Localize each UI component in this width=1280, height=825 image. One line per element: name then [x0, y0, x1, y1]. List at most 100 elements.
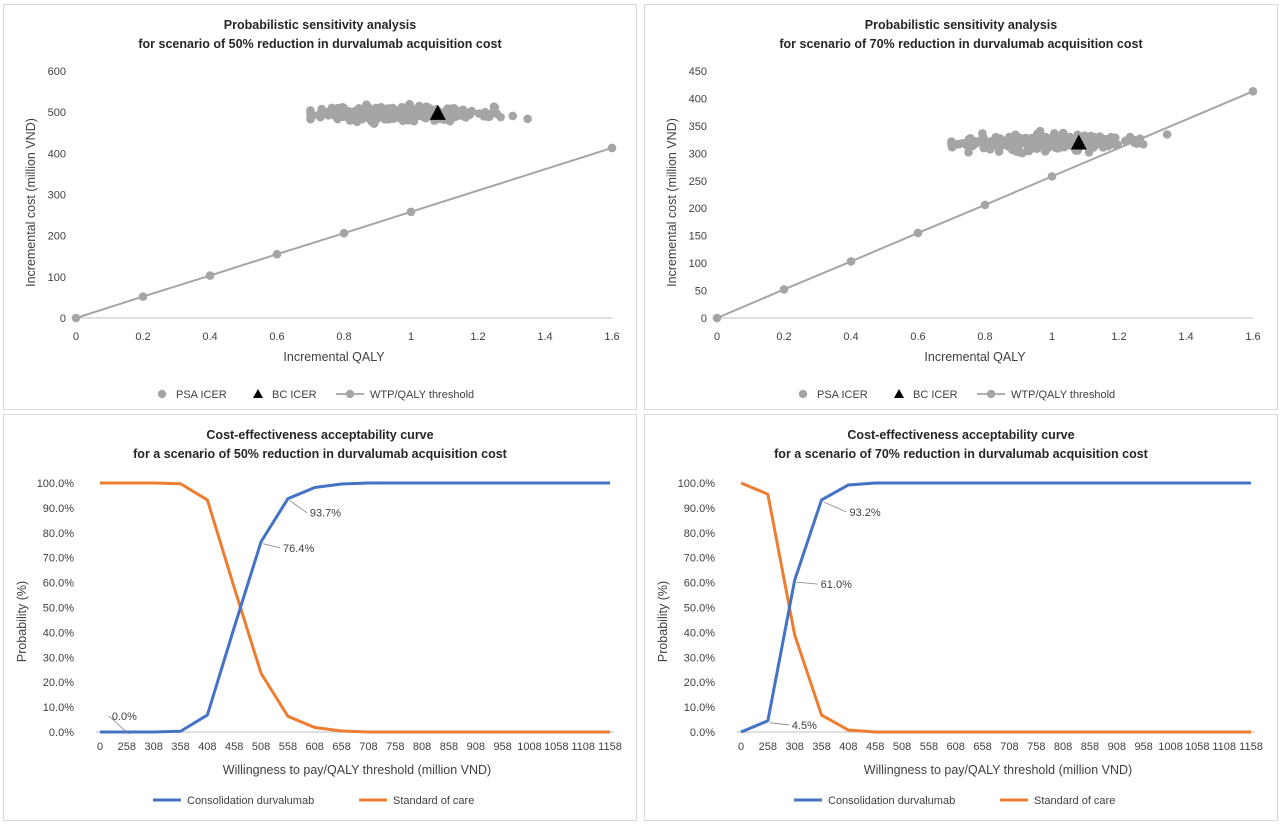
series-line: [100, 481, 610, 734]
x-tick-label: 1158: [598, 741, 622, 753]
wtp-threshold-point: [138, 292, 148, 301]
psa-icer-point: [947, 137, 956, 147]
legend-label: BC ICER: [272, 389, 317, 401]
psa-icer-point: [424, 108, 433, 118]
x-tick-label: 1.6: [1245, 331, 1260, 343]
y-tick-label: 80.0%: [684, 528, 715, 540]
x-tick-label: 0: [73, 331, 79, 343]
chart-title-line: Probabilistic sensitivity analysis: [865, 18, 1057, 32]
x-tick-label: 1108: [571, 741, 595, 753]
y-tick-label: 450: [689, 66, 707, 78]
y-tick-label: 60.0%: [43, 578, 74, 590]
legend-label: Consolidation durvalumab: [828, 795, 955, 807]
x-tick-label: 0: [714, 331, 720, 343]
data-label: 76.4%: [262, 543, 314, 555]
psa-icer-point: [385, 110, 394, 120]
data-label-text: 4.5%: [792, 720, 817, 732]
legend-marker-point: [345, 389, 355, 399]
legend-label: PSA ICER: [176, 389, 227, 401]
x-tick-label: 558: [279, 741, 297, 753]
data-label: 4.5%: [769, 720, 817, 732]
psa-chart-70: Probabilistic sensitivity analysis for sc…: [644, 4, 1278, 410]
y-tick-label: 60.0%: [684, 578, 715, 590]
y-tick-label: 50.0%: [684, 603, 715, 615]
psa-icer-point: [405, 108, 414, 118]
psa-icer-point: [482, 109, 491, 119]
psa-icer-point: [523, 114, 532, 124]
x-tick-label: 0.6: [910, 331, 925, 343]
psa-icer-point: [1000, 138, 1010, 147]
x-tick-label: 1: [408, 331, 414, 343]
y-tick-label: 80.0%: [43, 528, 74, 540]
x-tick-label: 308: [145, 741, 163, 753]
x-tick-label: 258: [759, 741, 777, 753]
y-tick-label: 0.0%: [49, 727, 74, 739]
y-tick-label: 90.0%: [43, 503, 74, 515]
y-tick-label: 350: [689, 121, 707, 133]
legend-item: Consolidation durvalumab: [794, 795, 955, 807]
x-tick-label: 608: [947, 741, 965, 753]
psa-icer-point: [508, 111, 518, 121]
psa-icer-point: [1024, 146, 1034, 156]
y-tick-label: 40.0%: [43, 627, 74, 639]
y-axis-label: Incremental cost (million VND): [665, 118, 679, 287]
psa-icer-point: [394, 113, 403, 123]
data-label-leader: [262, 543, 281, 549]
ceac-chart-70: Cost-effectiveness acceptability curve fo…: [644, 414, 1278, 821]
y-tick-label: 300: [689, 148, 707, 160]
psa-icer-point: [490, 103, 500, 112]
series-line: [740, 481, 1251, 734]
x-tick-label: 1.6: [604, 331, 619, 343]
psa-icer-point: [1101, 134, 1110, 144]
x-tick-label: 958: [1134, 741, 1152, 753]
x-tick-label: 1008: [517, 741, 541, 753]
chart-title-line: for scenario of 70% reduction in durvalu…: [779, 37, 1143, 51]
y-tick-label: 10.0%: [684, 702, 715, 714]
y-tick-label: 100: [689, 258, 707, 270]
y-tick-label: 90.0%: [684, 503, 715, 515]
x-tick-label: 408: [198, 741, 216, 753]
psa-chart-50: Probabilistic sensitivity analysis for sc…: [3, 4, 637, 410]
legend-item: WTP/QALY threshold: [977, 389, 1115, 401]
psa-icer-point: [990, 135, 1000, 144]
y-tick-label: 10.0%: [43, 702, 74, 714]
psa-icer-point: [1049, 133, 1059, 143]
wtp-threshold-point: [1248, 87, 1258, 96]
data-label-text: 93.7%: [310, 508, 341, 520]
psa-icer-point: [1086, 143, 1096, 153]
y-tick-label: 500: [48, 107, 66, 119]
series-line: [740, 481, 1251, 734]
y-tick-label: 50.0%: [43, 603, 74, 615]
wtp-threshold-point: [846, 257, 856, 266]
data-label-leader: [823, 501, 847, 513]
y-tick-label: 300: [48, 190, 66, 202]
y-tick-label: 200: [48, 231, 66, 243]
psa-chart-70-svg: Probabilistic sensitivity analysis for sc…: [665, 18, 1261, 401]
data-label: 0.0%: [108, 711, 137, 735]
wtp-threshold-point: [339, 228, 349, 238]
x-tick-label: 708: [1000, 741, 1018, 753]
y-tick-label: 250: [689, 176, 707, 188]
x-tick-label: 1008: [1158, 741, 1182, 753]
legend-item: Standard of care: [359, 795, 474, 807]
psa-icer-point: [1162, 130, 1172, 139]
wtp-threshold-point: [607, 143, 617, 153]
x-tick-label: 908: [1108, 741, 1126, 753]
x-tick-label: 358: [171, 741, 189, 753]
y-tick-label: 20.0%: [43, 677, 74, 689]
legend-item: WTP/QALY threshold: [336, 389, 474, 401]
legend-item: Standard of care: [1000, 795, 1115, 807]
data-label: 61.0%: [796, 579, 852, 591]
psa-icer-point: [1107, 134, 1117, 143]
x-tick-label: 808: [1054, 741, 1072, 753]
series-line: [100, 481, 610, 734]
legend-item: BC ICER: [894, 389, 958, 401]
psa-icer-point: [496, 112, 505, 122]
legend-marker-point: [986, 389, 996, 399]
x-axis-label: Willingness to pay/QALY threshold (milli…: [223, 763, 491, 777]
x-tick-label: 508: [252, 741, 270, 753]
x-tick-label: 0.2: [776, 331, 791, 343]
psa-icer-point: [339, 112, 348, 122]
x-axis-label: Incremental QALY: [924, 350, 1026, 364]
x-tick-label: 1.4: [537, 331, 552, 343]
